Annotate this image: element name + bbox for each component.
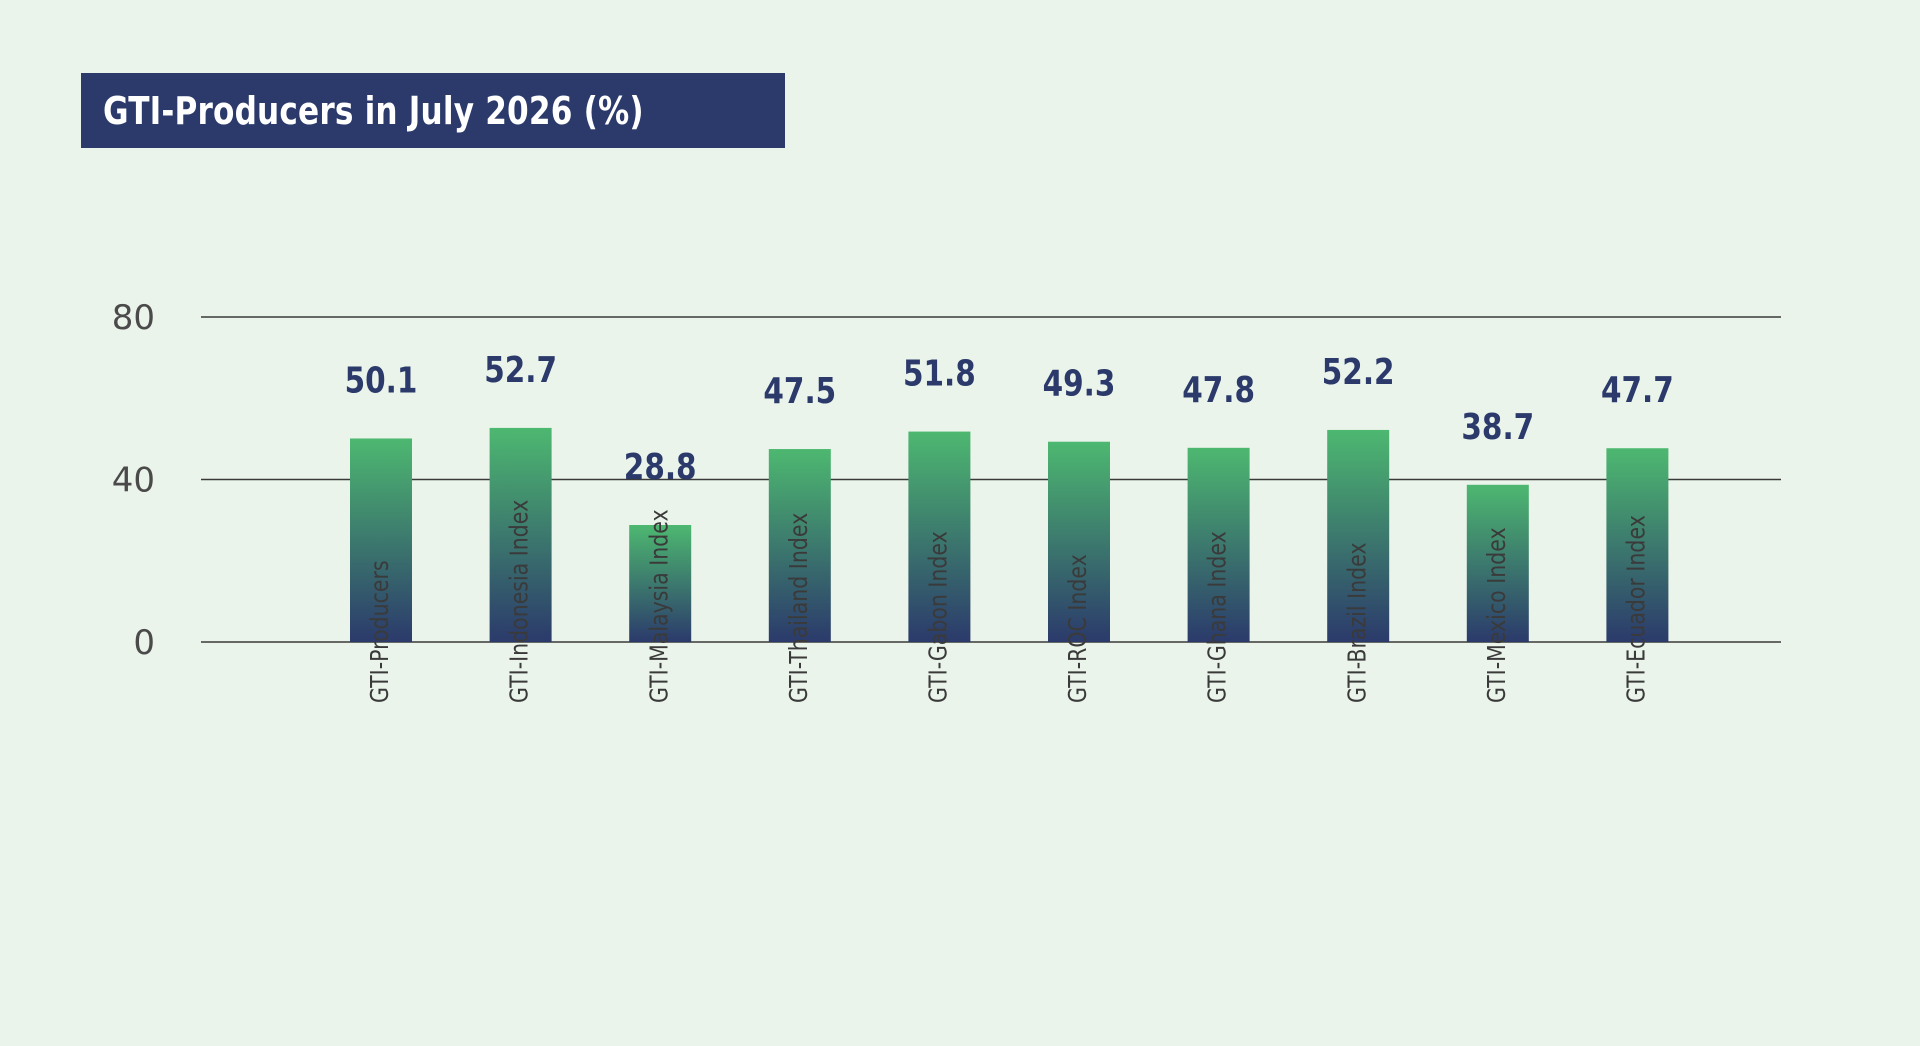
y-axis-ticks: 0 40 80 <box>112 298 155 663</box>
y-tick-label: 0 <box>133 623 155 663</box>
bar <box>1187 447 1250 642</box>
chart-title: GTI-Producers in July 2026 (%) <box>103 88 644 133</box>
value-labels: 50.1 52.7 28.8 47.5 51.8 49.3 47.8 52.2 38.7 47.7 <box>345 348 1674 488</box>
bar <box>1048 441 1110 642</box>
bar <box>1327 429 1390 642</box>
grid-lines <box>201 316 1781 643</box>
data-label: 52.2 <box>1322 350 1395 393</box>
x-tick-label: GTI-Producers <box>366 560 394 703</box>
data-label: 38.7 <box>1461 405 1534 448</box>
data-label: 47.7 <box>1601 368 1674 411</box>
bar <box>350 438 412 642</box>
x-tick-label: GTI-Ghana Index <box>1204 531 1232 703</box>
bar <box>489 427 552 642</box>
category-labels: GTI-Producers GTI-Indonesia Index GTI-Mala… <box>366 500 1651 703</box>
data-label: 28.8 <box>624 445 697 488</box>
x-tick-label: GTI-Thailand Index <box>785 513 813 703</box>
bars <box>350 427 1669 642</box>
y-tick-label: 40 <box>112 461 155 501</box>
x-tick-label: GTI-Brazil Index <box>1343 542 1371 703</box>
x-tick-label: GTI-Gabon Index <box>925 531 953 703</box>
data-label: 52.7 <box>484 348 557 391</box>
y-tick-label: 80 <box>112 298 155 338</box>
bar <box>908 431 971 642</box>
bar <box>768 449 831 642</box>
x-tick-label: GTI-ROC Index <box>1064 554 1092 703</box>
bar <box>629 525 692 642</box>
data-label: 47.8 <box>1182 368 1255 411</box>
chart-title-box: GTI-Producers in July 2026 (%) <box>81 73 785 148</box>
x-tick-label: GTI-Indonesia Index <box>506 500 534 703</box>
data-label: 47.5 <box>763 369 836 412</box>
bar <box>1606 448 1669 642</box>
x-tick-label: GTI-Malaysia Index <box>645 509 673 703</box>
data-label: 49.3 <box>1043 362 1116 405</box>
data-label: 51.8 <box>903 352 976 395</box>
bar <box>1466 484 1529 642</box>
x-tick-label: GTI-Ecuador Index <box>1623 515 1651 703</box>
x-tick-label: GTI-Mexico Index <box>1483 527 1511 703</box>
data-label: 50.1 <box>345 359 418 402</box>
